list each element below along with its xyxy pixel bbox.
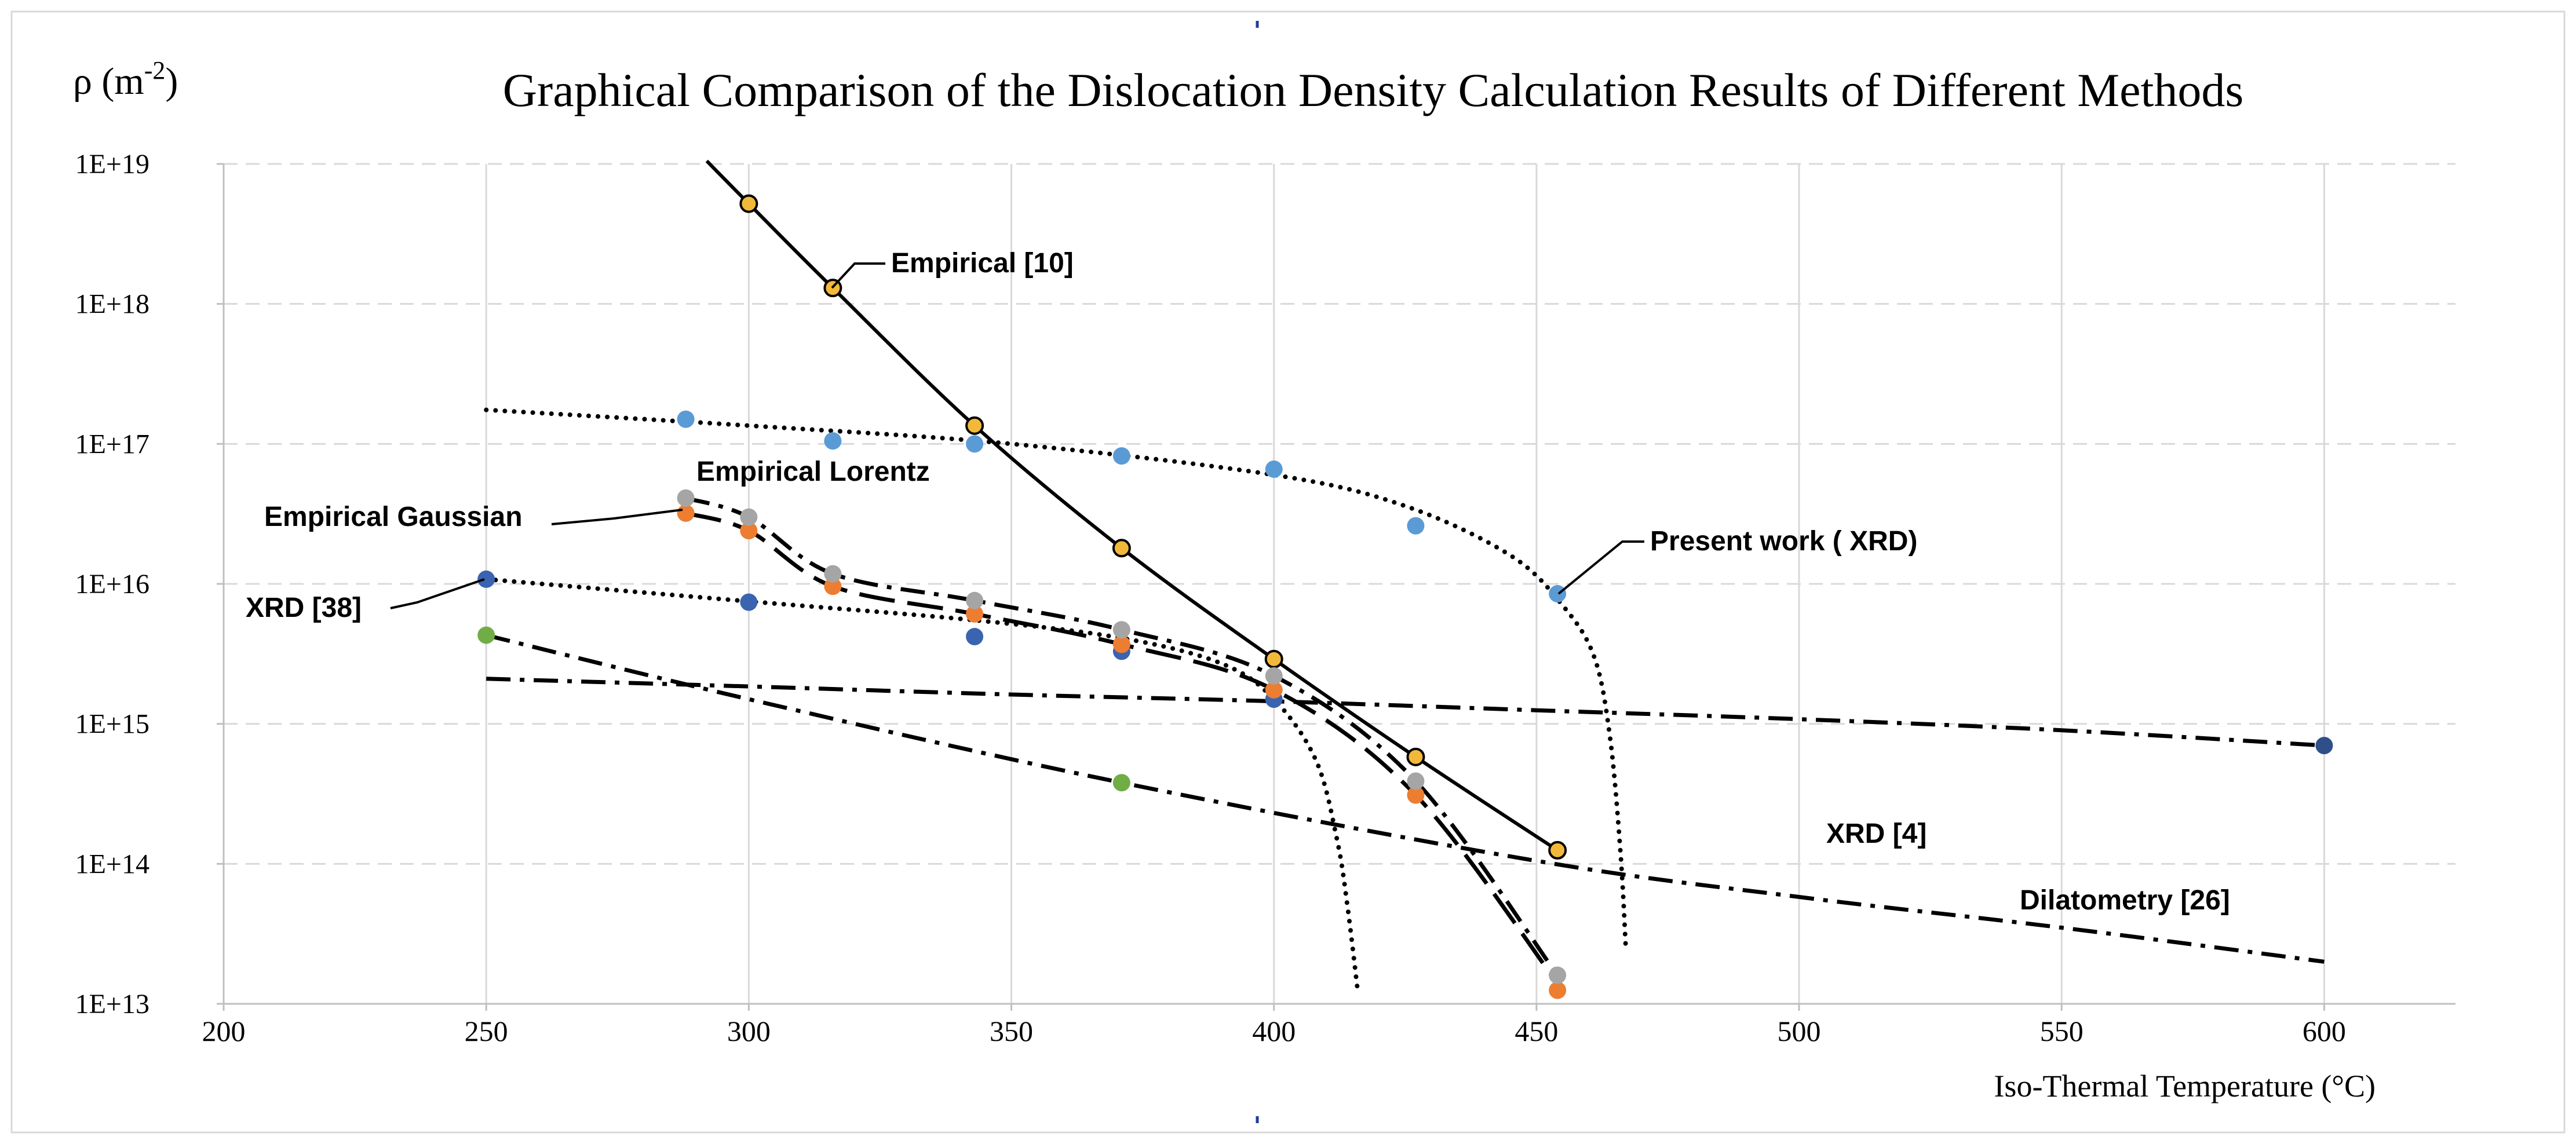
y-axis-label-main: ρ (m	[73, 60, 144, 103]
x-tick-label: 250	[465, 1015, 508, 1047]
data-point-s4-p5	[1265, 667, 1283, 685]
data-point-s4-p4	[1112, 621, 1130, 639]
y-axis-label-close: )	[165, 60, 178, 103]
series-annotation-label: Dilatometry [26]	[2020, 885, 2230, 916]
data-point-s1-p2	[966, 435, 984, 453]
x-tick-label: 450	[1515, 1015, 1558, 1047]
data-point-s0-p6	[1548, 840, 1567, 860]
series-line-4	[685, 496, 1559, 977]
series-annotation-label: XRD [4]	[1826, 818, 1926, 849]
annotations: Empirical [10] Present work ( XRD) XRD [38…	[246, 248, 2230, 916]
series-line-0	[705, 159, 1559, 852]
y-tick-label: 1E+16	[75, 569, 149, 600]
annotation-leader-3	[551, 509, 683, 525]
x-tick-label: 400	[1252, 1015, 1296, 1047]
data-point-s0-p4	[1264, 649, 1283, 668]
series-annotation-label: XRD [38]	[246, 593, 362, 623]
data-point-s2-p0	[477, 570, 495, 588]
data-point-s0-p3	[1112, 539, 1131, 558]
y-tick-label: 1E+15	[75, 709, 149, 740]
chart-frame	[10, 10, 2566, 1134]
data-point-s1-p6	[1549, 585, 1567, 603]
data-point-s3-p1	[740, 522, 758, 540]
series-annotation-label: Empirical [10]	[891, 248, 1074, 279]
x-tick-label: 200	[202, 1015, 246, 1047]
data-point-s0-p2	[965, 416, 984, 435]
data-point-s3-p7	[1549, 981, 1567, 999]
data-point-s1-p5	[1407, 517, 1425, 535]
data-point-s6-p0	[477, 626, 495, 644]
x-tick-label: 550	[2040, 1015, 2084, 1047]
x-tick-label: 300	[727, 1015, 771, 1047]
chart-title: Graphical Comparison of the Dislocation …	[503, 64, 2244, 116]
x-tick-label: 350	[990, 1015, 1033, 1047]
data-point-s1-p3	[1112, 447, 1130, 465]
series-annotation-label: Empirical Gaussian	[264, 502, 523, 532]
data-point-s3-p0	[677, 504, 695, 522]
y-tick-label: 1E+13	[75, 989, 149, 1019]
data-point-s5-p0	[2315, 737, 2333, 755]
data-point-s2-p2	[966, 628, 984, 646]
data-point-s3-p2	[824, 578, 842, 595]
grid	[224, 163, 2455, 1004]
axes: 200 250 300 350 400 450 500 550 600 1E+13 1E+14 1E+…	[75, 149, 2455, 1047]
y-axis-label-sup: -2	[144, 56, 166, 85]
data-point-s6-p1	[1112, 774, 1130, 792]
y-tick-label: 1E+19	[75, 149, 149, 180]
data-point-s1-p0	[677, 410, 695, 428]
y-tick-label: 1E+17	[75, 429, 149, 459]
annotation-leader-1	[1557, 540, 1644, 595]
x-axis-label: Iso-Thermal Temperature (°C)	[1994, 1069, 2376, 1103]
data-point-s4-p7	[1549, 966, 1567, 984]
data-point-s1-p1	[824, 432, 842, 450]
x-tick-label: 600	[2303, 1015, 2346, 1047]
series-annotation-label: Present work ( XRD)	[1650, 526, 1917, 557]
data-point-s4-p2	[824, 565, 842, 583]
data-point-s0-p5	[1406, 747, 1425, 766]
data-point-s2-p1	[740, 593, 758, 611]
y-tick-label: 1E+14	[75, 849, 149, 879]
data-point-s1-p4	[1265, 460, 1283, 478]
annotation-leader-2	[390, 578, 485, 609]
series-markers	[477, 194, 2333, 999]
annotation-leader-0	[831, 262, 885, 289]
series-line-5	[486, 677, 2325, 748]
data-point-s4-p3	[966, 591, 984, 609]
series-annotation-label: Empirical Lorentz	[696, 456, 930, 487]
data-point-s3-p6	[1407, 786, 1425, 804]
data-point-s3-p3	[966, 605, 984, 623]
data-point-s0-p0	[739, 194, 758, 213]
data-point-s4-p6	[1407, 772, 1425, 790]
y-axis-label: ρ (m-2)	[73, 56, 178, 103]
y-tick-label: 1E+18	[75, 289, 149, 320]
data-point-s3-p5	[1265, 681, 1283, 699]
data-point-s4-p1	[740, 508, 758, 526]
x-tick-label: 500	[1778, 1015, 1821, 1047]
data-point-s3-p4	[1112, 635, 1130, 653]
data-point-s4-p0	[677, 489, 695, 507]
